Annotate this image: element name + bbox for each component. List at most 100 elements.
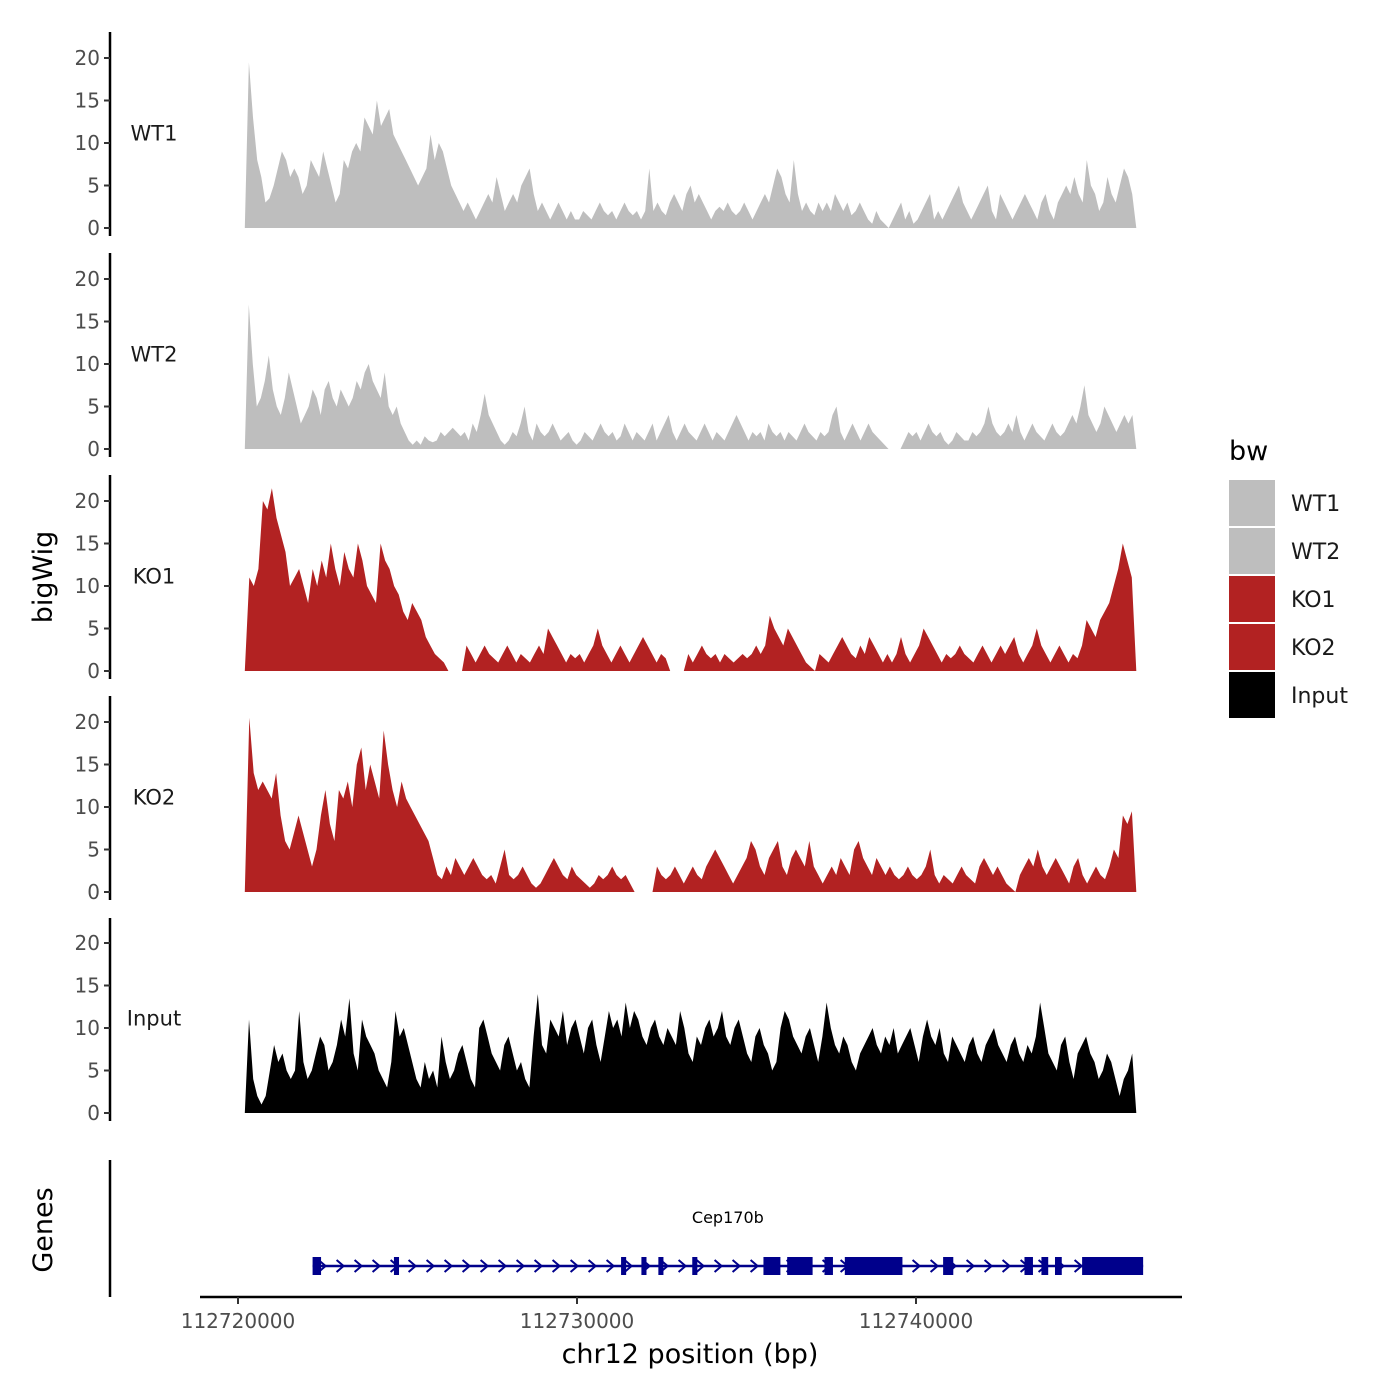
strand-arrow (353, 1259, 364, 1273)
legend-key-input (1229, 672, 1275, 718)
strand-arrow (749, 1259, 760, 1273)
y-tick-label: 10 (75, 1016, 100, 1040)
y-tick-label: 0 (87, 880, 100, 904)
legend-title: bw (1229, 436, 1268, 467)
area-wt1 (244, 62, 1137, 228)
y-tick-label: 15 (75, 753, 100, 777)
genes-axis-title: Genes (28, 1187, 59, 1272)
strand-arrow (605, 1259, 616, 1273)
gene-exon (312, 1257, 322, 1275)
tracks-group: 0 5 10 15 20 WT1 0 5 10 15 20 WT2 0 5 10 15 20 KO1 0 5 10 15 2… (75, 32, 1137, 1125)
strand-arrow (731, 1259, 742, 1273)
legend-key-ko2 (1229, 624, 1275, 670)
track-wt1: 0 5 10 15 20 WT1 (75, 32, 1137, 240)
strand-arrow (551, 1259, 562, 1273)
legend-key-wt2 (1229, 528, 1275, 574)
strand-arrow (335, 1259, 346, 1273)
area-input (244, 994, 1137, 1113)
y-tick-label: 10 (75, 795, 100, 819)
strand-arrow (425, 1259, 436, 1273)
y-tick-label: 5 (87, 174, 100, 198)
gene-exon (1054, 1257, 1062, 1275)
track-label-ko2: KO2 (133, 785, 176, 809)
gene-exon (1082, 1257, 1144, 1275)
y-tick-label: 20 (75, 46, 100, 70)
legend-label-ko1: KO1 (1291, 588, 1336, 613)
legend-label-ko2: KO2 (1291, 636, 1336, 661)
strand-arrow (929, 1259, 940, 1273)
y-tick-label: 15 (75, 310, 100, 334)
x-tick-label: 112720000 (181, 1309, 296, 1333)
y-tick-label: 0 (87, 659, 100, 683)
gene-exon (824, 1257, 833, 1275)
gene-exon (621, 1257, 627, 1275)
track-label-ko1: KO1 (133, 564, 176, 588)
y-tick-label: 10 (75, 131, 100, 155)
strand-arrow (533, 1259, 544, 1273)
track-label-wt2: WT2 (131, 342, 178, 366)
area-wt2 (244, 304, 1137, 449)
gene-exon (844, 1257, 903, 1275)
strand-arrow (1073, 1259, 1084, 1273)
gene-exon (943, 1257, 954, 1275)
gene-name-label: Cep170b (692, 1208, 764, 1227)
x-tick-label: 112740000 (859, 1309, 974, 1333)
y-tick-label: 20 (75, 267, 100, 291)
track-ko2: 0 5 10 15 20 KO2 (75, 696, 1137, 904)
y-tick-label: 15 (75, 89, 100, 113)
legend: bw WT1 WT2 KO1 KO2 Input (1229, 436, 1348, 718)
strand-arrow (407, 1259, 418, 1273)
track-label-input: Input (127, 1006, 181, 1030)
legend-label-input: Input (1291, 684, 1348, 709)
legend-key-ko1 (1229, 576, 1275, 622)
y-tick-label: 20 (75, 489, 100, 513)
strand-arrow (713, 1259, 724, 1273)
gene-exon (658, 1257, 664, 1275)
gene-exon (692, 1257, 698, 1275)
strand-arrow (1001, 1259, 1012, 1273)
gene-exon (787, 1257, 813, 1275)
gene-exon (1041, 1257, 1049, 1275)
legend-key-wt1 (1229, 480, 1275, 526)
genes-panel: Cep170b (108, 1160, 1144, 1297)
y-tick-label: 20 (75, 931, 100, 955)
strand-arrow (371, 1259, 382, 1273)
strand-arrow (497, 1259, 508, 1273)
track-input: 0 5 10 15 20 Input (75, 918, 1137, 1125)
strand-arrow (623, 1259, 634, 1273)
gene-exon (641, 1257, 647, 1275)
y-tick-label: 0 (87, 437, 100, 461)
strand-arrow (587, 1259, 598, 1273)
y-tick-label: 20 (75, 710, 100, 734)
strand-arrow (461, 1259, 472, 1273)
y-tick-label: 0 (87, 1101, 100, 1125)
strand-arrow (911, 1259, 922, 1273)
strand-arrow (677, 1259, 688, 1273)
y-tick-label: 0 (87, 216, 100, 240)
strand-arrow (443, 1259, 454, 1273)
y-tick-label: 10 (75, 574, 100, 598)
strand-arrow (983, 1259, 994, 1273)
x-tick-label: 112730000 (520, 1309, 635, 1333)
area-ko2 (244, 717, 1137, 892)
track-ko1: 0 5 10 15 20 KO1 (75, 475, 1137, 683)
track-label-wt1: WT1 (131, 121, 178, 145)
legend-label-wt1: WT1 (1291, 492, 1340, 517)
x-axis: 112720000 112730000 112740000 (181, 1295, 1182, 1333)
y-tick-label: 5 (87, 395, 100, 419)
y-axis-title: bigWig (28, 531, 59, 624)
strand-arrow (479, 1259, 490, 1273)
y-tick-label: 15 (75, 532, 100, 556)
strand-arrow (695, 1259, 706, 1273)
strand-arrow (515, 1259, 526, 1273)
y-tick-label: 5 (87, 838, 100, 862)
legend-label-wt2: WT2 (1291, 540, 1340, 565)
y-tick-label: 10 (75, 352, 100, 376)
y-tick-label: 5 (87, 1059, 100, 1083)
gene-exon (1024, 1257, 1033, 1275)
area-ko1 (244, 488, 1137, 671)
x-axis-title: chr12 position (bp) (562, 1339, 819, 1370)
y-tick-label: 15 (75, 974, 100, 998)
track-wt2: 0 5 10 15 20 WT2 (75, 253, 1137, 461)
